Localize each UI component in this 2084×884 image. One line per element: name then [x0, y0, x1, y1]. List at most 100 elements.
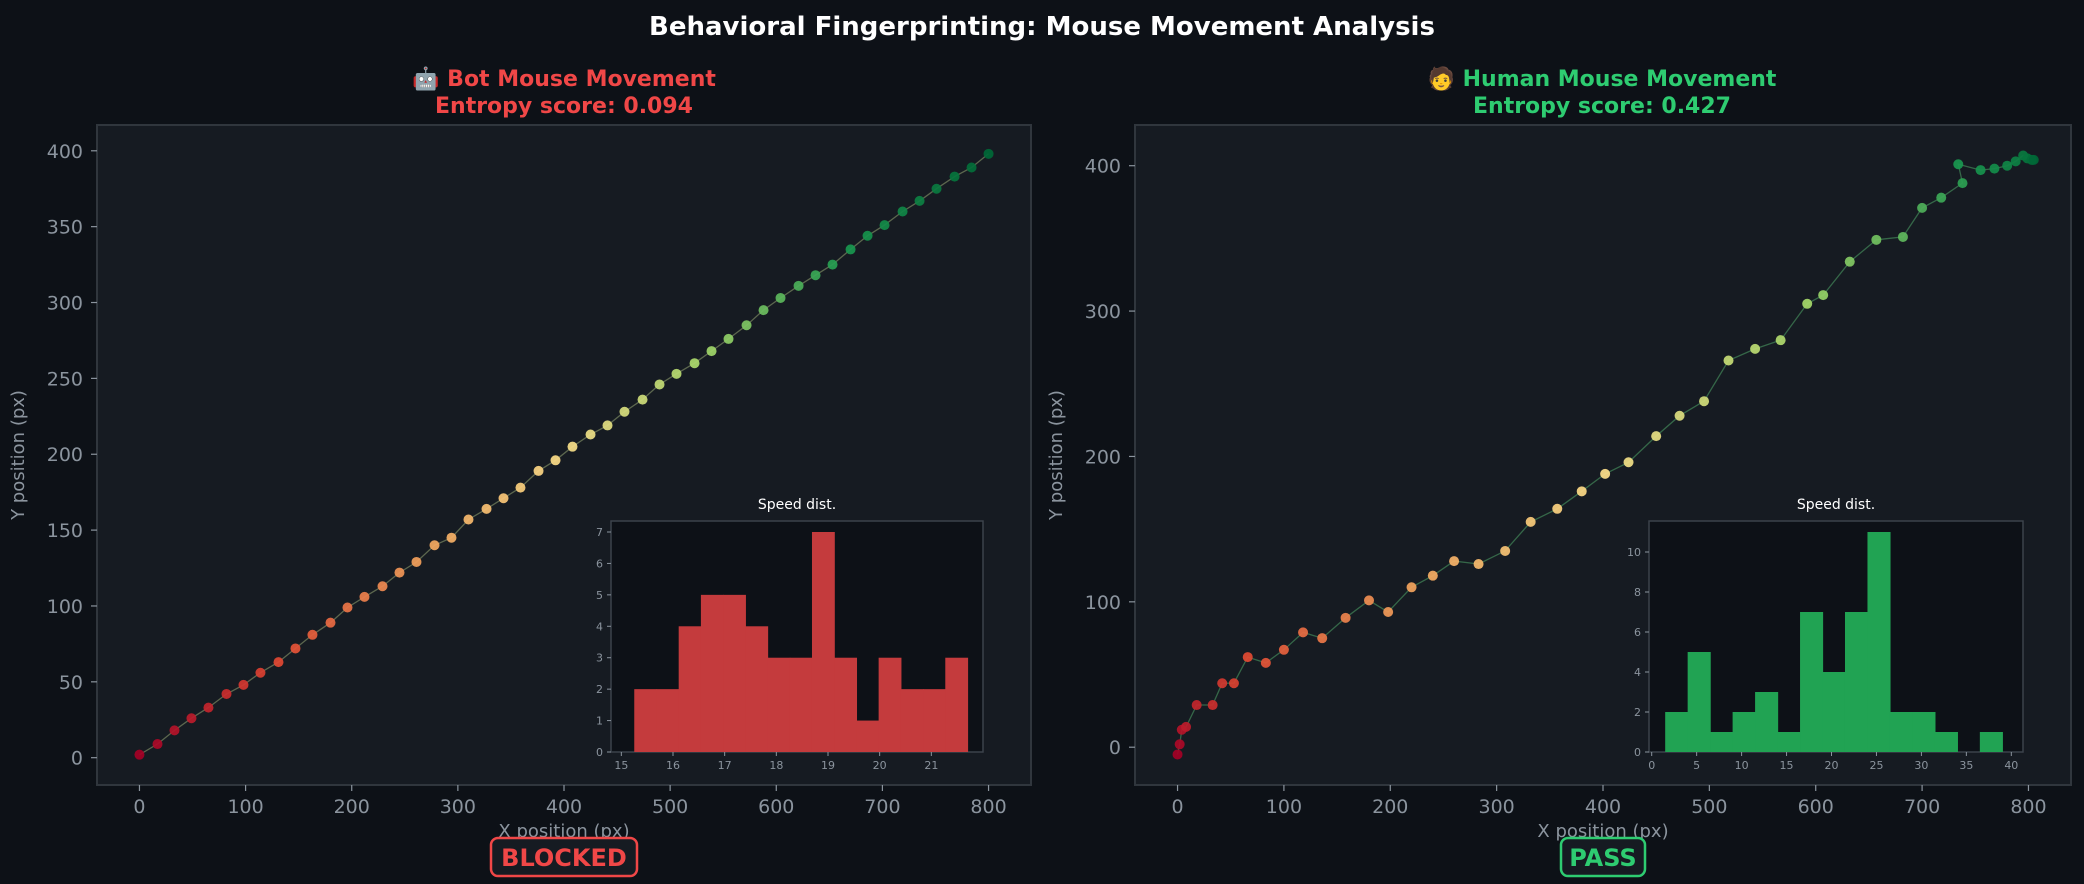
bot-speed-bar	[834, 657, 858, 752]
bot-speed-bar	[723, 594, 746, 752]
human-movement-point	[1957, 178, 1968, 189]
human-inset-y-tick-label: 6	[1634, 626, 1641, 639]
bot-x-tick-label: 600	[758, 796, 794, 818]
human-speed-bar	[1889, 712, 1914, 752]
bot-movement-point	[463, 514, 474, 525]
human-movement-point	[1723, 355, 1734, 366]
figure-title: Behavioral Fingerprinting: Mouse Movemen…	[649, 12, 1435, 42]
human-x-tick-label: 800	[2010, 796, 2046, 818]
human-movement-point	[1989, 163, 2000, 174]
bot-panel: 🤖 Bot Mouse Movement Entropy score: 0.09…	[8, 66, 1032, 878]
bot-y-tick-label: 250	[47, 368, 83, 390]
human-inset-x-tick-label: 40	[2004, 759, 2018, 772]
human-movement-point	[1228, 678, 1239, 689]
human-movement-point	[1871, 234, 1882, 245]
bot-inset-y-tick-label: 6	[596, 557, 603, 570]
human-movement-point	[1552, 503, 1563, 514]
bot-x-tick-label: 400	[546, 796, 582, 818]
bot-inset-y-tick-label: 4	[596, 620, 603, 633]
bot-movement-point	[152, 739, 163, 750]
bot-speed-bar	[856, 720, 880, 752]
human-inset-x-tick-label: 10	[1735, 759, 1749, 772]
bot-speed-bar	[678, 626, 702, 752]
human-speed-bar	[1665, 712, 1689, 752]
human-movement-point	[1174, 739, 1185, 750]
bot-x-tick-label: 500	[652, 796, 688, 818]
bot-movement-point	[689, 358, 700, 369]
human-speed-bar	[1777, 732, 1801, 752]
human-y-tick-label: 0	[1109, 737, 1121, 759]
human-speed-bar	[1912, 712, 1936, 752]
human-movement-point	[1576, 486, 1587, 497]
human-movement-point	[1340, 612, 1351, 623]
bot-inset-x-tick-label: 21	[924, 759, 938, 772]
bot-speed-bar	[878, 657, 902, 752]
bot-speed-bar	[789, 657, 813, 752]
bot-entropy-score: Entropy score: 0.094	[435, 94, 693, 119]
bot-inset-y-tick-label: 5	[596, 589, 603, 602]
human-y-tick-label: 200	[1085, 446, 1121, 468]
human-inset-y-tick-label: 8	[1634, 586, 1641, 599]
human-inset-x-tick-label: 25	[1869, 759, 1883, 772]
bot-movement-point	[481, 503, 492, 514]
human-inset-x-tick-label: 5	[1693, 759, 1700, 772]
human-panel: 🧑 Human Mouse Movement Entropy score: 0.…	[1046, 65, 2072, 878]
human-movement-point	[1525, 516, 1536, 527]
bot-movement-point	[342, 602, 353, 613]
bot-y-tick-label: 350	[47, 217, 83, 239]
human-movement-point	[1802, 298, 1813, 309]
human-inset-x-tick-label: 30	[1914, 759, 1928, 772]
human-inset-x-tick-label: 0	[1648, 759, 1655, 772]
bot-movement-point	[758, 305, 769, 316]
bot-inset-x-tick-label: 18	[769, 759, 783, 772]
human-x-tick-label: 300	[1479, 796, 1515, 818]
human-movement-point	[1818, 290, 1829, 301]
bot-y-tick-label: 200	[47, 444, 83, 466]
bot-movement-point	[585, 429, 596, 440]
human-movement-point	[1278, 644, 1289, 655]
bot-inset-y-tick-label: 2	[596, 683, 603, 696]
bot-verdict-badge	[489, 836, 639, 878]
bot-speed-bar	[656, 689, 680, 752]
human-movement-point	[2028, 154, 2039, 165]
human-inset-title: Speed dist.	[1797, 497, 1875, 513]
bot-speed-bar	[745, 626, 769, 752]
bot-inset-x-tick-label: 20	[873, 759, 887, 772]
bot-movement-point	[637, 394, 648, 405]
bot-movement-point	[949, 171, 960, 182]
human-speed-bar	[1934, 732, 1958, 752]
human-movement-point	[1406, 582, 1417, 593]
human-inset-y-tick-label: 0	[1634, 746, 1641, 759]
human-x-tick-label: 600	[1798, 796, 1834, 818]
human-movement-point	[1623, 457, 1634, 468]
human-speed-bar	[1979, 732, 2003, 752]
bot-movement-point	[134, 749, 145, 760]
bot-x-tick-label: 100	[227, 796, 263, 818]
bot-movement-point	[706, 346, 717, 357]
human-y-axis-label: Y position (px)	[1046, 390, 1067, 521]
human-movement-point	[1651, 431, 1662, 442]
human-movement-point	[1427, 570, 1438, 581]
bot-movement-point	[533, 465, 544, 476]
human-inset-y-tick-label: 4	[1634, 666, 1641, 679]
bot-inset-y-tick-label: 7	[596, 526, 603, 539]
human-y-tick-label: 300	[1085, 301, 1121, 323]
human-x-tick-label: 0	[1171, 796, 1183, 818]
human-movement-point	[1600, 468, 1611, 479]
human-x-tick-label: 400	[1585, 796, 1621, 818]
human-movement-point	[1449, 556, 1460, 567]
bot-y-tick-label: 50	[59, 672, 83, 694]
bot-movement-point	[602, 420, 613, 431]
bot-x-tick-label: 0	[133, 796, 145, 818]
bot-x-tick-label: 200	[334, 796, 370, 818]
human-verdict-text: PASS	[1569, 844, 1636, 872]
bot-movement-point	[429, 540, 440, 551]
bot-movement-point	[307, 629, 318, 640]
human-movement-point	[1917, 202, 1928, 213]
human-entropy-score: Entropy score: 0.427	[1473, 94, 1731, 119]
bot-movement-point	[775, 292, 786, 303]
bot-movement-point	[810, 270, 821, 281]
bot-speed-bar	[945, 657, 969, 752]
human-movement-point	[1699, 396, 1710, 407]
